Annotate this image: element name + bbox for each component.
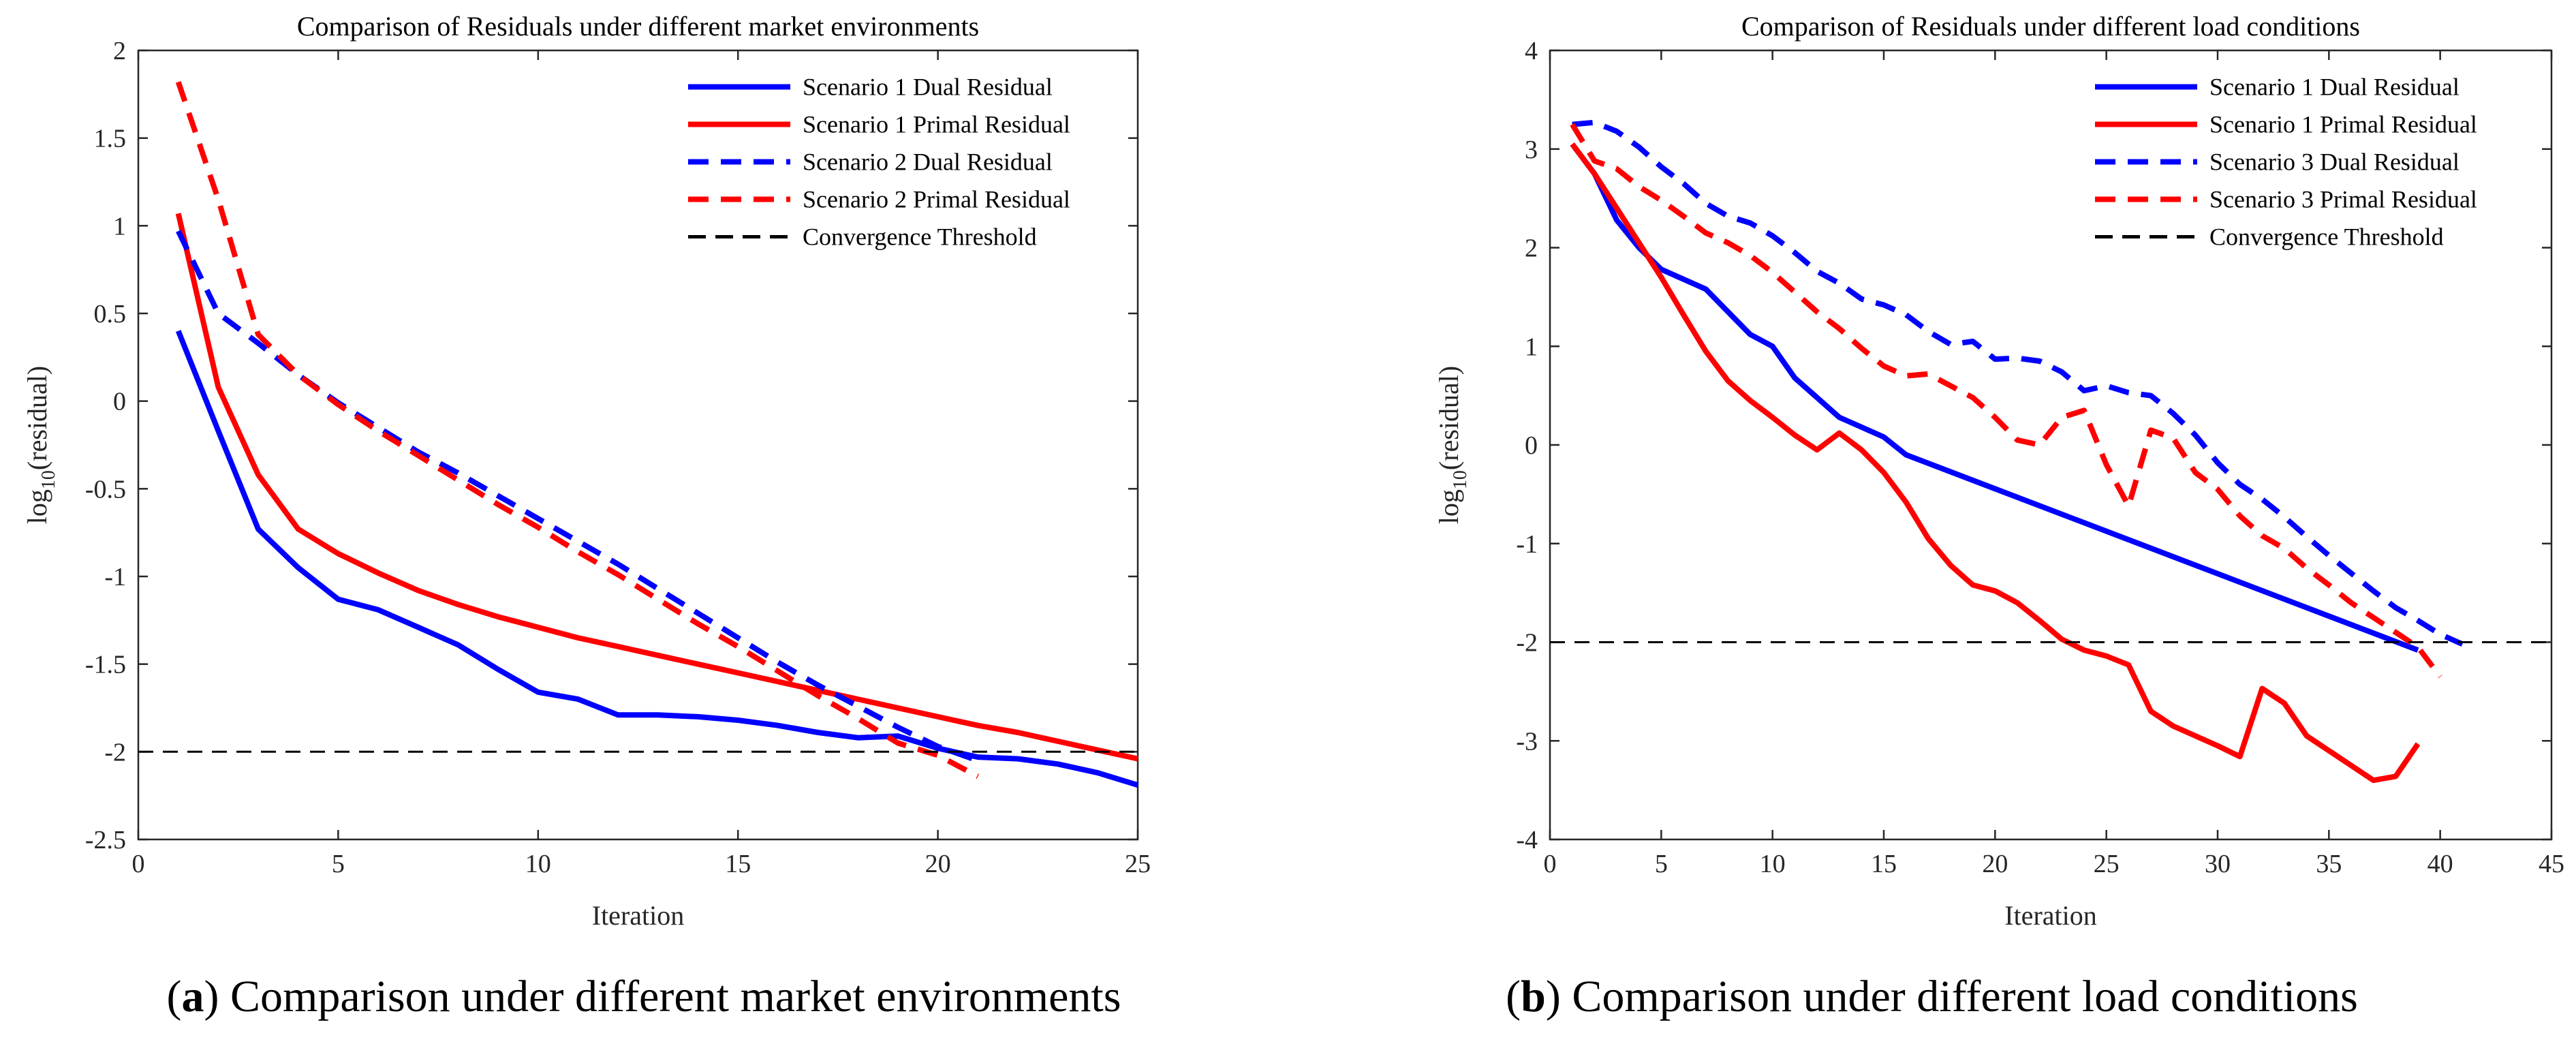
chart-a-series-3-line xyxy=(175,81,980,779)
chart-a-ytick-label: 2 xyxy=(113,37,126,65)
chart-b-plot-area xyxy=(1549,49,2553,841)
chart-a-legend: Scenario 1 Dual Residual Scenario 1 Prima… xyxy=(688,74,1070,251)
chart-a-series-1-line xyxy=(175,213,1138,762)
chart-b-ytick-label: -1 xyxy=(1516,530,1538,559)
chart-b-legend-label: Scenario 3 Primal Residual xyxy=(2209,186,2477,213)
caption-a: (a) Comparison under different market en… xyxy=(166,972,1121,1021)
chart-a-xtick-label: 10 xyxy=(525,850,551,878)
chart-b-ytick-label: -3 xyxy=(1516,727,1538,756)
chart-b-xlabel: Iteration xyxy=(2004,900,2097,931)
chart-a-xtick-label: 20 xyxy=(925,850,951,878)
chart-b-legend-label: Scenario 3 Dual Residual xyxy=(2209,149,2459,176)
chart-b-ytick-label: 4 xyxy=(1525,37,1538,65)
chart-b-series-2-line xyxy=(1572,119,2464,647)
chart-a-xtick-label: 5 xyxy=(332,850,345,878)
chart-b-xtick-label: 15 xyxy=(1871,850,1897,878)
chart-a-ytick-label: 1 xyxy=(113,212,126,241)
chart-panel-a: Comparison of Residuals under different … xyxy=(22,11,1151,1021)
chart-b-series-1-line xyxy=(1570,142,2421,784)
chart-a-ylabel-base: log xyxy=(22,489,52,524)
chart-a-legend-label: Scenario 1 Dual Residual xyxy=(803,74,1053,101)
chart-b-legend: Scenario 1 Dual Residual Scenario 1 Prima… xyxy=(2095,74,2477,251)
chart-a-legend-label: Scenario 2 Primal Residual xyxy=(803,186,1070,213)
chart-b-ylabel-sub: 10 xyxy=(1450,470,1471,489)
chart-a-ytick-label: 0.5 xyxy=(94,300,127,328)
chart-b-xtick-label: 5 xyxy=(1655,850,1668,878)
chart-b-title: Comparison of Residuals under different … xyxy=(1741,11,2360,42)
chart-b-ylabel-base: log xyxy=(1433,489,1464,524)
chart-b-xtick-label: 20 xyxy=(1982,850,2008,878)
caption-a-text: Comparison under different market enviro… xyxy=(230,972,1121,1021)
chart-a-ytick-label: -0.5 xyxy=(85,475,126,504)
chart-a-ylabel-rest: (residual) xyxy=(22,366,52,470)
chart-b-svg: Comparison of Residuals under different … xyxy=(1433,11,2564,931)
chart-a-xtick-label: 25 xyxy=(1125,850,1151,878)
caption-b-text: Comparison under different load conditio… xyxy=(1572,972,2358,1021)
chart-a-ytick-label: -1 xyxy=(104,563,126,591)
chart-a-legend-label: Scenario 2 Dual Residual xyxy=(803,149,1053,176)
chart-a-ylabel-sub: 10 xyxy=(38,470,59,489)
chart-b-xtick-label: 0 xyxy=(1544,850,1557,878)
chart-b-ylabel-rest: (residual) xyxy=(1433,366,1464,470)
chart-b-ytick-label: 2 xyxy=(1525,234,1538,263)
caption-b-letter: b xyxy=(1521,972,1546,1021)
chart-b-xtick-label: 25 xyxy=(2094,850,2120,878)
chart-b-xtick-label: 45 xyxy=(2539,850,2564,878)
chart-a-xtick-label: 15 xyxy=(725,850,751,878)
chart-b-ytick-label: -4 xyxy=(1516,826,1538,854)
chart-a-plot-area xyxy=(137,49,1139,841)
chart-b-ytick-label: 1 xyxy=(1525,333,1538,361)
chart-a-legend-label: Convergence Threshold xyxy=(803,223,1037,251)
chart-b-ytick-label: 0 xyxy=(1525,431,1538,460)
chart-b-legend-label: Convergence Threshold xyxy=(2209,223,2444,251)
chart-b-legend-label: Scenario 1 Dual Residual xyxy=(2209,74,2459,101)
chart-a-ylabel: log10(residual) xyxy=(22,366,59,524)
chart-a-svg: Comparison of Residuals under different … xyxy=(22,11,1151,931)
chart-a-xtick-label: 0 xyxy=(132,850,145,878)
chart-a-ytick-label: -2 xyxy=(104,738,126,767)
chart-b-legend-label: Scenario 1 Primal Residual xyxy=(2209,111,2477,138)
chart-b-ylabel: log10(residual) xyxy=(1433,366,1471,524)
chart-b-ytick-label: 3 xyxy=(1525,136,1538,164)
chart-a-ytick-label: 1.5 xyxy=(94,125,127,153)
caption-b: (b) Comparison under different load cond… xyxy=(1506,972,2358,1021)
caption-a-letter: a xyxy=(181,972,204,1021)
chart-b-xtick-label: 10 xyxy=(1760,850,1786,878)
chart-b-xtick-label: 30 xyxy=(2205,850,2231,878)
chart-panel-b: Comparison of Residuals under different … xyxy=(1288,0,2576,1050)
chart-b-series-0-line xyxy=(1570,142,2419,653)
chart-a-legend-label: Scenario 1 Primal Residual xyxy=(803,111,1070,138)
chart-a-title: Comparison of Residuals under different … xyxy=(297,11,979,42)
chart-a-ytick-label: 0 xyxy=(113,388,126,416)
chart-a-xlabel: Iteration xyxy=(592,900,685,931)
chart-a-ytick-label: -1.5 xyxy=(85,651,126,679)
chart-a-series-0-line xyxy=(175,330,1139,788)
chart-a-ytick-label: -2.5 xyxy=(85,826,126,854)
chart-b-ytick-label: -2 xyxy=(1516,629,1538,658)
chart-b-series-3-line xyxy=(1570,123,2442,679)
chart-b-xtick-label: 35 xyxy=(2316,850,2342,878)
chart-b-xtick-label: 40 xyxy=(2427,850,2453,878)
